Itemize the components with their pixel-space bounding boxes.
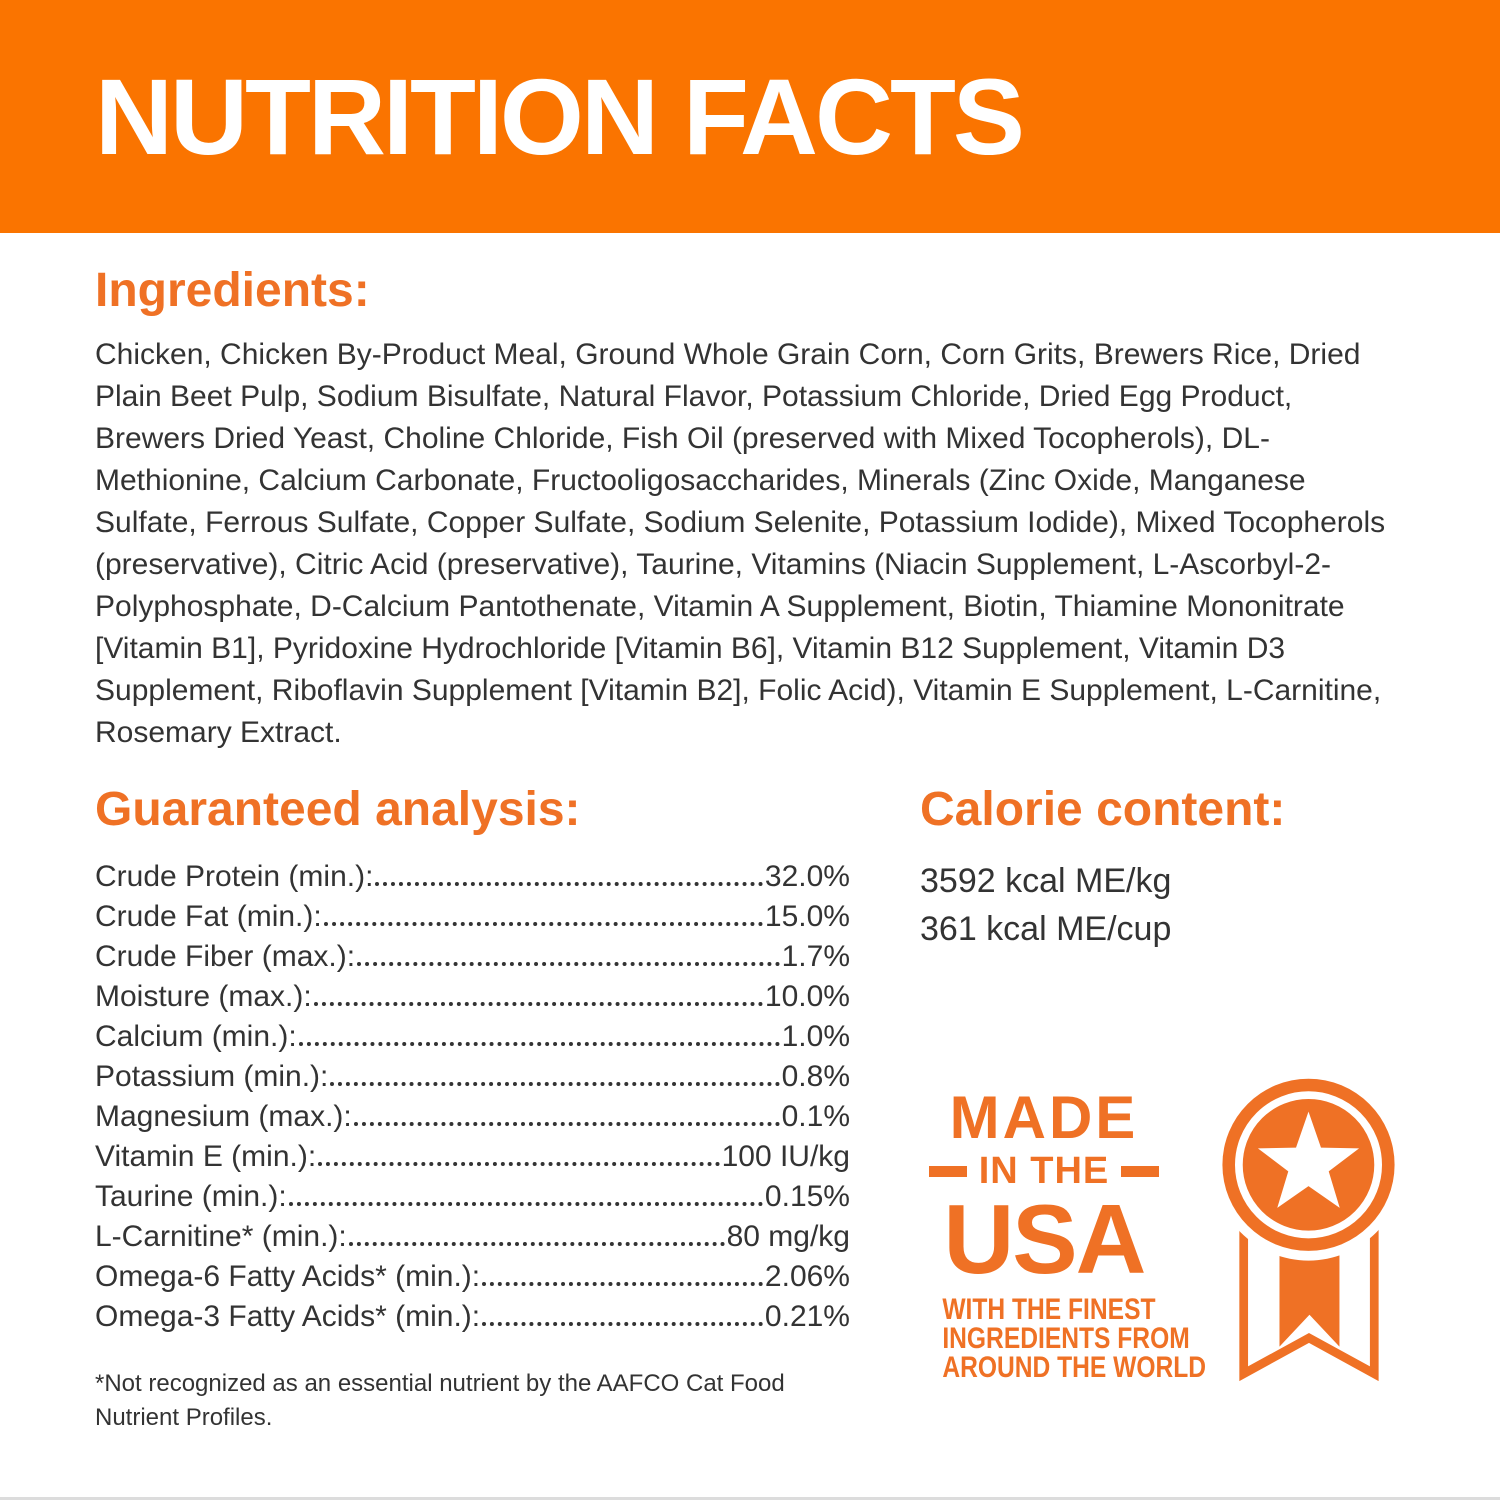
dotted-leader	[375, 882, 763, 886]
usa-label: USA	[943, 1184, 1147, 1294]
dotted-leader	[330, 1082, 780, 1086]
ingredients-section: Ingredients: Chicken, Chicken By-Product…	[95, 263, 1405, 754]
analysis-row: Potassium (min.): 0.8%	[95, 1055, 850, 1095]
made-in-usa-badge: MADE IN THE USA WITH THE FINEST INGREDIE…	[920, 1071, 1415, 1395]
analysis-value: 1.7%	[781, 940, 850, 973]
analysis-value: 0.8%	[781, 1060, 850, 1093]
analysis-value: 0.1%	[781, 1100, 850, 1133]
made-label: MADE	[949, 1084, 1139, 1151]
analysis-row: Vitamin E (min.): 100 IU/kg	[95, 1135, 850, 1175]
guaranteed-analysis-heading: Guaranteed analysis:	[95, 783, 581, 836]
analysis-label: Crude Protein (min.):	[95, 860, 374, 893]
dash-icon	[1121, 1165, 1160, 1177]
label-content: Ingredients: Chicken, Chicken By-Product…	[0, 233, 1500, 1435]
ingredients-text: Chicken, Chicken By-Product Meal, Ground…	[95, 338, 1386, 749]
analysis-label: L-Carnitine* (min.):	[95, 1220, 347, 1253]
analysis-row: Omega-6 Fatty Acids* (min.): 2.06%	[95, 1255, 850, 1295]
analysis-value: 1.0%	[781, 1020, 850, 1053]
analysis-row: Crude Fat (min.): 15.0%	[95, 895, 850, 935]
analysis-label: Magnesium (max.):	[95, 1100, 352, 1133]
dotted-leader	[482, 1282, 763, 1286]
guaranteed-analysis-section: Guaranteed analysis: Crude Protein (min.…	[95, 782, 850, 1435]
calorie-content-heading: Calorie content:	[920, 783, 1286, 836]
in-the-row: IN THE	[920, 1151, 1168, 1191]
analysis-row: Omega-3 Fatty Acids* (min.): 0.21%	[95, 1295, 850, 1335]
right-column: Calorie content: 3592 kcal ME/kg 361 kca…	[920, 782, 1415, 1435]
lower-columns: Guaranteed analysis: Crude Protein (min.…	[95, 782, 1405, 1435]
analysis-row: Taurine (min.): 0.15%	[95, 1175, 850, 1215]
dotted-leader	[323, 922, 763, 926]
analysis-row: Moisture (max.): 10.0%	[95, 975, 850, 1015]
analysis-label: Vitamin E (min.):	[95, 1140, 317, 1173]
dotted-leader	[288, 1202, 763, 1206]
header-banner: NUTRITION FACTS	[0, 0, 1500, 233]
ribbon-medal-star-icon	[1212, 1071, 1405, 1382]
analysis-table: Crude Protein (min.): 32.0% Crude Fat (m…	[95, 855, 850, 1335]
analysis-label: Taurine (min.):	[95, 1180, 287, 1213]
analysis-label: Crude Fiber (max.):	[95, 940, 356, 973]
analysis-value: 0.21%	[764, 1300, 850, 1333]
tagline-line: AROUND THE WORLD	[942, 1351, 1207, 1384]
page-title: NUTRITION FACTS	[95, 56, 1025, 177]
usa-tagline: WITH THE FINEST INGREDIENTS FROM AROUND …	[942, 1293, 1207, 1384]
dotted-leader	[482, 1322, 763, 1326]
calorie-line-kg: 3592 kcal ME/kg	[920, 862, 1172, 900]
analysis-value: 100 IU/kg	[721, 1140, 850, 1173]
analysis-row: L-Carnitine* (min.): 80 mg/kg	[95, 1215, 850, 1255]
analysis-label: Potassium (min.):	[95, 1060, 329, 1093]
analysis-value: 10.0%	[764, 980, 850, 1013]
analysis-row: Crude Protein (min.): 32.0%	[95, 855, 850, 895]
dotted-leader	[357, 962, 780, 966]
analysis-label: Omega-6 Fatty Acids* (min.):	[95, 1260, 481, 1293]
dotted-leader	[298, 1042, 780, 1046]
analysis-value: 0.15%	[764, 1180, 850, 1213]
dash-icon	[928, 1165, 967, 1177]
ingredients-heading: Ingredients:	[95, 264, 370, 317]
analysis-value: 80 mg/kg	[726, 1220, 850, 1253]
calorie-line-cup: 361 kcal ME/cup	[920, 910, 1172, 948]
tagline-line: WITH THE FINEST	[942, 1293, 1156, 1326]
dotted-leader	[313, 1002, 763, 1006]
analysis-value: 15.0%	[764, 900, 850, 933]
analysis-row: Calcium (min.): 1.0%	[95, 1015, 850, 1055]
dotted-leader	[353, 1122, 780, 1126]
analysis-footnote: *Not recognized as an essential nutrient…	[95, 1370, 785, 1431]
analysis-row: Magnesium (max.): 0.1%	[95, 1095, 850, 1135]
in-the-label: IN THE	[978, 1150, 1110, 1192]
analysis-row: Crude Fiber (max.): 1.7%	[95, 935, 850, 975]
calorie-content-values: 3592 kcal ME/kg 361 kcal ME/cup	[920, 857, 1415, 953]
made-in-usa-text: MADE IN THE USA WITH THE FINEST INGREDIE…	[920, 1071, 1207, 1384]
dotted-leader	[348, 1242, 725, 1246]
analysis-value: 32.0%	[764, 860, 850, 893]
tagline-line: INGREDIENTS FROM	[942, 1322, 1190, 1355]
analysis-label: Moisture (max.):	[95, 980, 312, 1013]
analysis-label: Omega-3 Fatty Acids* (min.):	[95, 1300, 481, 1333]
analysis-value: 2.06%	[764, 1260, 850, 1293]
analysis-label: Crude Fat (min.):	[95, 900, 322, 933]
analysis-label: Calcium (min.):	[95, 1020, 297, 1053]
dotted-leader	[318, 1162, 720, 1166]
